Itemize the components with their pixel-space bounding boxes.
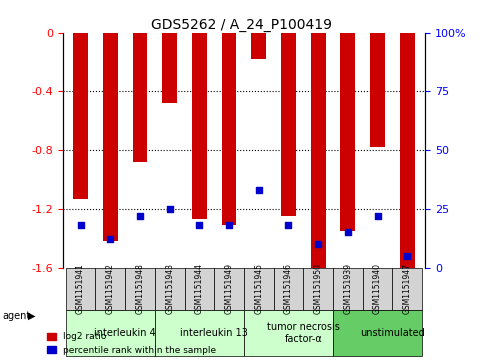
Bar bbox=[244, 268, 273, 310]
Point bbox=[225, 223, 233, 228]
Bar bbox=[96, 268, 125, 310]
Bar bbox=[333, 268, 363, 310]
Text: interleukin 13: interleukin 13 bbox=[180, 328, 248, 338]
Text: GSM1151946: GSM1151946 bbox=[284, 263, 293, 314]
Bar bbox=[103, 33, 118, 241]
Bar bbox=[400, 33, 414, 268]
Point bbox=[77, 223, 85, 228]
Point bbox=[284, 223, 292, 228]
Bar bbox=[66, 268, 96, 310]
Bar bbox=[132, 33, 147, 162]
Text: GDS5262 / A_24_P100419: GDS5262 / A_24_P100419 bbox=[151, 18, 332, 32]
Bar bbox=[303, 268, 333, 310]
Text: GSM1151941: GSM1151941 bbox=[76, 263, 85, 314]
Text: GSM1151945: GSM1151945 bbox=[254, 263, 263, 314]
Text: GSM1151947: GSM1151947 bbox=[403, 263, 412, 314]
Text: interleukin 4: interleukin 4 bbox=[94, 328, 156, 338]
Point bbox=[166, 206, 173, 212]
Point bbox=[106, 237, 114, 242]
Text: GSM1151944: GSM1151944 bbox=[195, 263, 204, 314]
Bar bbox=[185, 268, 214, 310]
Text: GSM1151940: GSM1151940 bbox=[373, 263, 382, 314]
Text: GSM1151943: GSM1151943 bbox=[165, 263, 174, 314]
Text: GSM1151942: GSM1151942 bbox=[106, 263, 115, 314]
Bar bbox=[392, 268, 422, 310]
Text: GSM1151949: GSM1151949 bbox=[225, 263, 234, 314]
Point bbox=[344, 229, 352, 235]
Text: tumor necrosis
factor-α: tumor necrosis factor-α bbox=[267, 322, 340, 344]
Text: GSM1151948: GSM1151948 bbox=[136, 263, 144, 314]
Point bbox=[136, 213, 144, 219]
Bar bbox=[125, 268, 155, 310]
Text: GSM1151939: GSM1151939 bbox=[343, 263, 352, 314]
Bar bbox=[341, 33, 355, 231]
Bar bbox=[214, 268, 244, 310]
Bar bbox=[281, 33, 296, 216]
Text: agent: agent bbox=[2, 311, 30, 321]
Bar bbox=[222, 33, 237, 225]
Bar bbox=[251, 33, 266, 59]
Text: ▶: ▶ bbox=[28, 311, 35, 321]
Text: GSM1151950: GSM1151950 bbox=[313, 263, 323, 314]
Bar bbox=[162, 33, 177, 103]
Bar bbox=[333, 310, 422, 356]
Bar bbox=[311, 33, 326, 268]
Point bbox=[374, 213, 382, 219]
Point bbox=[255, 187, 263, 193]
Text: unstimulated: unstimulated bbox=[360, 328, 425, 338]
Point bbox=[196, 223, 203, 228]
Bar bbox=[155, 310, 244, 356]
Point bbox=[314, 241, 322, 247]
Bar bbox=[66, 310, 155, 356]
Bar bbox=[192, 33, 207, 219]
Legend: log2 ratio, percentile rank within the sample: log2 ratio, percentile rank within the s… bbox=[43, 329, 220, 359]
Bar bbox=[244, 310, 333, 356]
Bar bbox=[363, 268, 392, 310]
Bar bbox=[370, 33, 385, 147]
Bar bbox=[155, 268, 185, 310]
Bar bbox=[73, 33, 88, 199]
Point bbox=[403, 253, 411, 259]
Bar bbox=[273, 268, 303, 310]
